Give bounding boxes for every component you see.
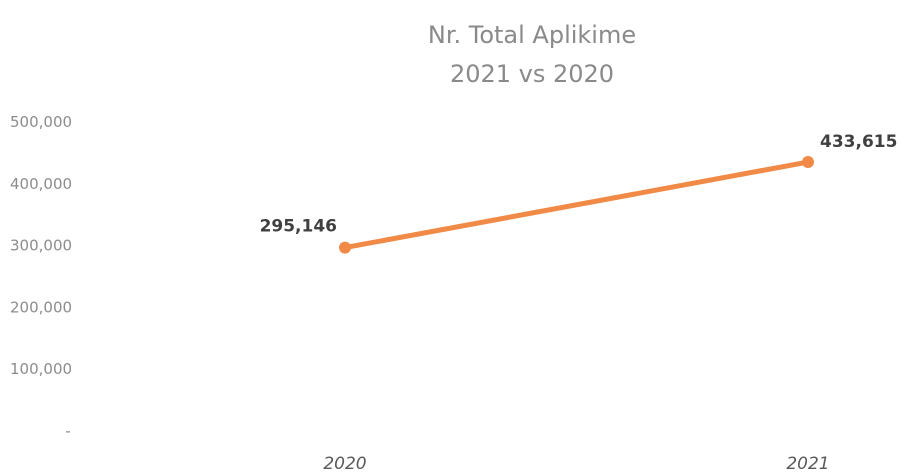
y-tick-label: 500,000 bbox=[10, 113, 72, 131]
y-tick-label: 200,000 bbox=[10, 298, 72, 316]
y-tick-label: - bbox=[65, 422, 70, 440]
chart-title: Nr. Total Aplikime 2021 vs 2020 bbox=[428, 21, 636, 88]
chart-title-line-2: 2021 vs 2020 bbox=[450, 60, 614, 88]
data-point bbox=[339, 241, 351, 254]
x-tick-label: 2021 bbox=[786, 454, 829, 471]
x-axis: 2020 2021 bbox=[323, 454, 829, 474]
y-axis: 500,000 400,000 300,000 200,000 100,000 - bbox=[10, 113, 72, 440]
y-tick-label: 400,000 bbox=[10, 175, 72, 193]
data-label: 433,615 bbox=[820, 132, 897, 152]
series-line bbox=[342, 159, 811, 251]
data-point bbox=[802, 156, 814, 169]
data-label: 295,146 bbox=[260, 217, 337, 237]
y-tick-label: 100,000 bbox=[10, 360, 72, 378]
x-tick-label: 2020 bbox=[323, 454, 366, 471]
chart-title-line-1: Nr. Total Aplikime bbox=[428, 21, 636, 49]
y-tick-label: 300,000 bbox=[10, 237, 72, 255]
series-group: 295,146 433,615 bbox=[260, 132, 897, 254]
